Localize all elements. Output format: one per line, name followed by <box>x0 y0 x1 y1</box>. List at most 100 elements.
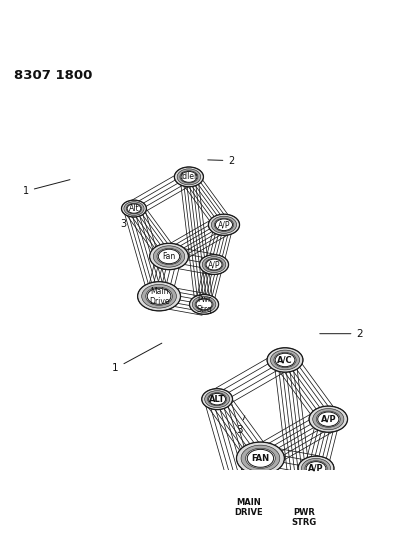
Ellipse shape <box>202 256 225 272</box>
Ellipse shape <box>201 389 232 410</box>
Ellipse shape <box>236 500 259 515</box>
Ellipse shape <box>316 411 339 427</box>
Ellipse shape <box>153 246 184 267</box>
Text: Fan: Fan <box>162 252 175 261</box>
Ellipse shape <box>308 463 323 474</box>
Ellipse shape <box>319 414 336 425</box>
Ellipse shape <box>130 207 137 211</box>
Ellipse shape <box>197 300 210 309</box>
Ellipse shape <box>306 462 325 475</box>
Ellipse shape <box>145 287 172 305</box>
Ellipse shape <box>196 299 211 310</box>
Ellipse shape <box>292 510 314 525</box>
Ellipse shape <box>208 214 239 236</box>
Ellipse shape <box>124 201 144 215</box>
Ellipse shape <box>127 204 140 213</box>
Text: FAN: FAN <box>251 454 269 463</box>
Ellipse shape <box>174 167 203 187</box>
Text: 2: 2 <box>319 329 362 338</box>
Ellipse shape <box>160 251 177 262</box>
Ellipse shape <box>247 449 273 467</box>
Text: ALT: ALT <box>209 394 225 403</box>
Ellipse shape <box>211 216 236 233</box>
Ellipse shape <box>288 507 317 527</box>
Ellipse shape <box>126 203 142 214</box>
Ellipse shape <box>121 200 146 217</box>
Ellipse shape <box>270 350 299 370</box>
Ellipse shape <box>295 512 311 523</box>
Text: 1: 1 <box>23 180 70 196</box>
Ellipse shape <box>299 514 307 520</box>
Ellipse shape <box>157 248 181 265</box>
Text: 2: 2 <box>207 156 234 166</box>
Ellipse shape <box>142 285 176 308</box>
Ellipse shape <box>137 281 180 311</box>
Ellipse shape <box>312 409 343 430</box>
Ellipse shape <box>304 461 326 476</box>
Text: A/C: A/C <box>276 356 292 365</box>
Ellipse shape <box>293 511 313 524</box>
Ellipse shape <box>180 172 196 182</box>
Text: MAIN
DRIVE: MAIN DRIVE <box>233 498 262 517</box>
Ellipse shape <box>280 357 289 363</box>
Text: Alt: Alt <box>128 204 139 213</box>
Ellipse shape <box>149 290 168 303</box>
Ellipse shape <box>153 293 164 300</box>
Ellipse shape <box>233 498 262 518</box>
Text: A/P: A/P <box>320 415 335 424</box>
Text: Main
Drive: Main Drive <box>148 287 169 305</box>
Ellipse shape <box>185 174 192 179</box>
Ellipse shape <box>226 493 269 522</box>
Ellipse shape <box>274 353 294 367</box>
Text: A/P: A/P <box>308 464 323 473</box>
Ellipse shape <box>308 406 347 432</box>
Ellipse shape <box>207 260 220 269</box>
Ellipse shape <box>221 489 274 526</box>
Ellipse shape <box>192 296 215 312</box>
Ellipse shape <box>147 288 171 304</box>
Ellipse shape <box>210 262 217 267</box>
Ellipse shape <box>273 352 295 368</box>
Ellipse shape <box>245 448 274 469</box>
Ellipse shape <box>195 298 213 311</box>
Ellipse shape <box>205 259 221 270</box>
Ellipse shape <box>177 169 200 185</box>
Text: Idler: Idler <box>180 172 197 181</box>
Ellipse shape <box>220 222 227 227</box>
Ellipse shape <box>254 455 265 462</box>
Ellipse shape <box>241 503 254 512</box>
Ellipse shape <box>210 394 223 403</box>
Ellipse shape <box>323 416 332 422</box>
Ellipse shape <box>158 249 179 264</box>
Ellipse shape <box>204 259 222 271</box>
Ellipse shape <box>214 218 233 231</box>
Ellipse shape <box>240 445 279 472</box>
Ellipse shape <box>199 255 228 274</box>
Ellipse shape <box>149 243 188 270</box>
Text: 1: 1 <box>112 343 162 373</box>
Ellipse shape <box>215 219 232 231</box>
Text: A/P: A/P <box>217 220 229 229</box>
Ellipse shape <box>276 355 292 365</box>
Ellipse shape <box>217 220 230 229</box>
Ellipse shape <box>189 295 218 314</box>
Text: PWR
STRG: PWR STRG <box>290 508 316 527</box>
Ellipse shape <box>297 456 333 481</box>
Ellipse shape <box>236 442 284 474</box>
Ellipse shape <box>208 393 225 405</box>
Ellipse shape <box>207 393 226 406</box>
Ellipse shape <box>311 465 319 471</box>
Ellipse shape <box>128 205 139 212</box>
Ellipse shape <box>204 391 229 408</box>
Ellipse shape <box>200 302 207 307</box>
Ellipse shape <box>180 171 198 183</box>
Text: A/P: A/P <box>207 260 220 269</box>
Text: 8307 1800: 8307 1800 <box>13 69 92 82</box>
Ellipse shape <box>317 412 338 426</box>
Ellipse shape <box>249 451 270 465</box>
Ellipse shape <box>301 458 330 478</box>
Text: 3: 3 <box>120 212 134 229</box>
Ellipse shape <box>213 397 220 402</box>
Ellipse shape <box>266 348 302 372</box>
Text: Pwr
Strg: Pwr Strg <box>196 295 211 314</box>
